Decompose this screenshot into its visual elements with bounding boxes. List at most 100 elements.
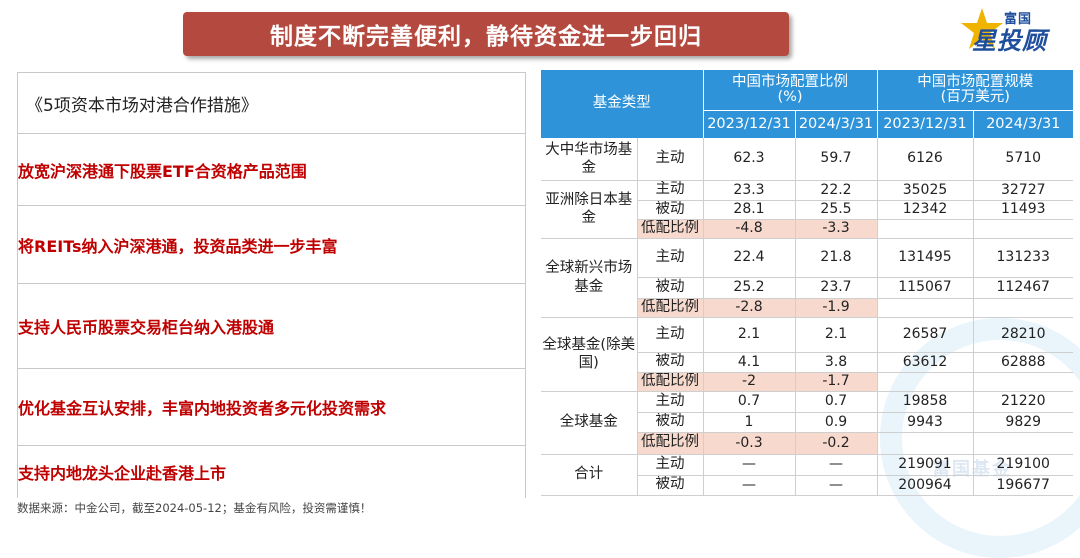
value-cell: — bbox=[795, 454, 878, 476]
fund-subtype-cell: 主动 bbox=[637, 454, 704, 476]
value-cell: -3.3 bbox=[795, 219, 878, 239]
value-cell: 28210 bbox=[973, 317, 1073, 353]
value-cell: 35025 bbox=[877, 180, 974, 201]
fund-subtype-cell: 低配比例 bbox=[637, 372, 704, 392]
value-cell: 22.2 bbox=[795, 180, 878, 201]
measures-heading: 《5项资本市场对港合作措施》 bbox=[18, 73, 525, 134]
allocation-table-body: 大中华市场基金 主动 62.3 59.7 6126 5710 亚洲除日本基金 主动 23.3 22… bbox=[541, 138, 1073, 496]
value-cell: 196677 bbox=[973, 475, 1073, 496]
value-cell: 2.1 bbox=[703, 317, 796, 353]
value-cell: 1 bbox=[703, 412, 796, 433]
measure-item-text: 支持人民币股票交易柜台纳入港股通 bbox=[18, 318, 275, 337]
measure-item: 支持人民币股票交易柜台纳入港股通 bbox=[18, 284, 525, 369]
header-date: 2024/3/31 bbox=[973, 110, 1073, 138]
header-date: 2023/12/31 bbox=[877, 110, 974, 138]
measure-item: 支持内地龙头企业赴香港上市 bbox=[18, 446, 525, 498]
value-cell: 19858 bbox=[877, 391, 974, 413]
value-cell: 23.7 bbox=[795, 277, 878, 299]
measures-heading-text: 《5项资本市场对港合作措施》 bbox=[26, 95, 258, 116]
value-cell: — bbox=[703, 475, 796, 496]
fund-category-cell: 亚洲除日本基金 bbox=[541, 180, 638, 239]
value-cell bbox=[877, 219, 974, 239]
value-cell: 62888 bbox=[973, 352, 1073, 373]
measure-item: 优化基金互认安排，丰富内地投资者多元化投资需求 bbox=[18, 369, 525, 446]
fund-subtype-cell: 低配比例 bbox=[637, 298, 704, 318]
allocation-table-wrap: 基金类型 中国市场配置比例 (%) 中国市场配置规模 (百万美元) 2023/1… bbox=[541, 70, 1073, 513]
header-scale-group: 中国市场配置规模 (百万美元) bbox=[877, 70, 1073, 111]
value-cell: 22.4 bbox=[703, 238, 796, 278]
header-fund-type: 基金类型 bbox=[541, 70, 704, 138]
value-cell bbox=[973, 432, 1073, 455]
table-row: 被动 1 0.9 9943 9829 bbox=[541, 412, 1073, 433]
value-cell: -4.8 bbox=[703, 219, 796, 239]
value-cell: — bbox=[795, 475, 878, 496]
page-title: 制度不断完善便利，静待资金进一步回归 bbox=[270, 24, 702, 50]
value-cell: -0.3 bbox=[703, 432, 796, 455]
table-row: 被动 28.1 25.5 12342 11493 bbox=[541, 200, 1073, 220]
value-cell bbox=[973, 219, 1073, 239]
table-row: 全球基金 主动 0.7 0.7 19858 21220 bbox=[541, 391, 1073, 455]
allocation-table: 基金类型 中国市场配置比例 (%) 中国市场配置规模 (百万美元) 2023/1… bbox=[541, 70, 1073, 496]
value-cell: 21220 bbox=[973, 391, 1073, 413]
header-date: 2024/3/31 bbox=[795, 110, 878, 138]
value-cell: 131233 bbox=[973, 238, 1073, 278]
value-cell: 12342 bbox=[877, 200, 974, 220]
header-date: 2023/12/31 bbox=[703, 110, 796, 138]
value-cell: 115067 bbox=[877, 277, 974, 299]
measures-panel: 《5项资本市场对港合作措施》 放宽沪深港通下股票ETF合资格产品范围 将REIT… bbox=[17, 72, 526, 498]
table-row: 低配比例 -0.3 -0.2 bbox=[541, 432, 1073, 455]
value-cell: 63612 bbox=[877, 352, 974, 373]
fund-subtype-cell: 被动 bbox=[637, 412, 704, 433]
fund-subtype-cell: 被动 bbox=[637, 277, 704, 299]
star-logo-icon bbox=[961, 8, 1003, 49]
data-source-note: 数据来源：中金公司，截至2024-05-12；基金有风险，投资需谨慎！ bbox=[17, 501, 372, 515]
value-cell: 11493 bbox=[973, 200, 1073, 220]
value-cell: 219100 bbox=[973, 454, 1073, 476]
brand-logo: 富国 星投顾 bbox=[960, 4, 1070, 56]
table-row: 合计 主动 — —219091 219100 bbox=[541, 454, 1073, 496]
fund-category-cell: 全球新兴市场基金 bbox=[541, 238, 638, 318]
value-cell: 25.2 bbox=[703, 277, 796, 299]
fund-subtype-cell: 低配比例 bbox=[637, 432, 704, 455]
value-cell: 59.7 bbox=[795, 138, 878, 181]
header-ratio-group: 中国市场配置比例 (%) bbox=[703, 70, 878, 111]
value-cell: 219091 bbox=[877, 454, 974, 476]
value-cell bbox=[877, 432, 974, 455]
table-row: 低配比例 -2 -1.7 bbox=[541, 372, 1073, 392]
value-cell: 28.1 bbox=[703, 200, 796, 220]
measure-item: 放宽沪深港通下股票ETF合资格产品范围 bbox=[18, 134, 525, 206]
fund-subtype-cell: 主动 bbox=[637, 391, 704, 413]
fund-category-cell: 全球基金 bbox=[541, 391, 638, 455]
value-cell: — bbox=[703, 454, 796, 476]
fund-subtype-cell: 低配比例 bbox=[637, 219, 704, 239]
value-cell: 9829 bbox=[973, 412, 1073, 433]
measure-item-text: 放宽沪深港通下股票ETF合资格产品范围 bbox=[18, 161, 307, 181]
value-cell: -1.9 bbox=[795, 298, 878, 318]
value-cell: 3.8 bbox=[795, 352, 878, 373]
table-row: 低配比例 -4.8 -3.3 bbox=[541, 219, 1073, 239]
value-cell: 4.1 bbox=[703, 352, 796, 373]
fund-subtype-cell: 主动 bbox=[637, 238, 704, 278]
value-cell bbox=[877, 372, 974, 392]
value-cell: -0.2 bbox=[795, 432, 878, 455]
value-cell: 25.5 bbox=[795, 200, 878, 220]
table-row: 亚洲除日本基金 主动 23.3 22.2 35025 32727 bbox=[541, 180, 1073, 239]
value-cell: 32727 bbox=[973, 180, 1073, 201]
value-cell: -2.8 bbox=[703, 298, 796, 318]
value-cell: 200964 bbox=[877, 475, 974, 496]
value-cell bbox=[973, 372, 1073, 392]
fund-subtype-cell: 被动 bbox=[637, 200, 704, 220]
value-cell: 0.7 bbox=[703, 391, 796, 413]
measure-item-text: 优化基金互认安排，丰富内地投资者多元化投资需求 bbox=[18, 399, 387, 418]
table-row: 大中华市场基金 主动 62.3 59.7 6126 5710 bbox=[541, 138, 1073, 181]
table-row: 被动 4.1 3.8 63612 62888 bbox=[541, 352, 1073, 373]
table-row: 被动 25.2 23.7 115067 112467 bbox=[541, 277, 1073, 299]
table-row: 全球基金(除美国) 主动 2.1 2.1 26587 28210 bbox=[541, 317, 1073, 392]
fund-category-cell: 合计 bbox=[541, 454, 638, 496]
measure-item: 将REITs纳入沪深港通，投资品类进一步丰富 bbox=[18, 206, 525, 284]
fund-category-cell: 大中华市场基金 bbox=[541, 138, 638, 181]
value-cell: 26587 bbox=[877, 317, 974, 353]
fund-subtype-cell: 主动 bbox=[637, 180, 704, 201]
table-row: 低配比例 -2.8 -1.9 bbox=[541, 298, 1073, 318]
value-cell: 62.3 bbox=[703, 138, 796, 181]
